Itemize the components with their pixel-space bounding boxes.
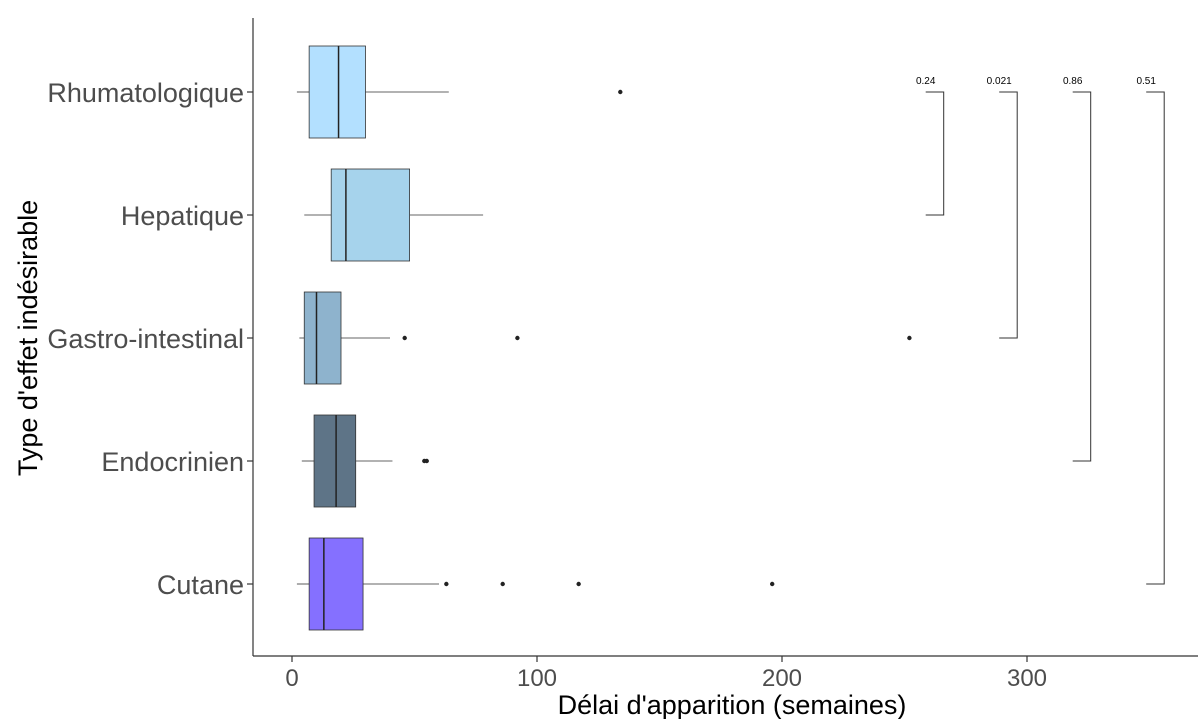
bracket-line	[999, 91, 1018, 339]
outlier-point	[444, 581, 449, 587]
p-value-label: 0.24	[916, 76, 936, 87]
tick-layer: Rhumatologique Hepatique Gastro-intestinal…	[47, 78, 1047, 692]
axes	[252, 18, 1198, 657]
box-iqr	[308, 45, 366, 139]
comparison-brackets: 0.24 0.021 0.86 0.51	[916, 76, 1165, 585]
y-tick-label: Rhumatologique	[47, 78, 244, 108]
box-cutane	[296, 537, 775, 631]
comparison-bracket: 0.021	[987, 76, 1018, 339]
p-value-label: 0.51	[1136, 76, 1156, 87]
outlier-point	[618, 89, 623, 95]
outlier-point	[515, 335, 520, 341]
comparison-bracket: 0.24	[916, 76, 945, 216]
outlier-point	[424, 458, 429, 464]
comparison-bracket: 0.51	[1136, 76, 1165, 585]
box-hepatique	[304, 168, 484, 262]
y-tick-label: Gastro-intestinal	[47, 324, 244, 354]
box-endocrinien	[301, 414, 429, 508]
comparison-bracket: 0.86	[1063, 76, 1092, 462]
y-tick-label: Hepatique	[121, 201, 244, 231]
box-iqr	[313, 414, 357, 508]
boxes-layer	[296, 45, 912, 631]
x-tick-label: 200	[762, 665, 802, 692]
x-axis-title: Délai d'apparition (semaines)	[558, 690, 907, 719]
outlier-point	[907, 335, 912, 341]
box-iqr	[303, 291, 342, 385]
y-tick-label: Endocrinien	[101, 447, 244, 477]
y-tick-label: Cutane	[157, 570, 244, 600]
box-iqr	[308, 537, 364, 631]
x-tick-label: 0	[285, 665, 298, 692]
outlier-point	[500, 581, 505, 587]
box-iqr	[330, 168, 411, 262]
bracket-line	[925, 91, 945, 216]
p-value-label: 0.021	[987, 76, 1012, 87]
outlier-point	[576, 581, 581, 587]
bracket-line	[1072, 91, 1092, 462]
box-rhumatologique	[296, 45, 623, 139]
box-gastro-intestinal	[299, 291, 912, 385]
outlier-point	[770, 581, 775, 587]
y-axis-title: Type d'effet indésirable	[13, 200, 43, 476]
bracket-line	[1146, 91, 1165, 585]
p-value-label: 0.86	[1063, 76, 1083, 87]
outlier-point	[402, 335, 407, 341]
x-tick-label: 100	[517, 665, 557, 692]
x-tick-label: 300	[1007, 665, 1047, 692]
